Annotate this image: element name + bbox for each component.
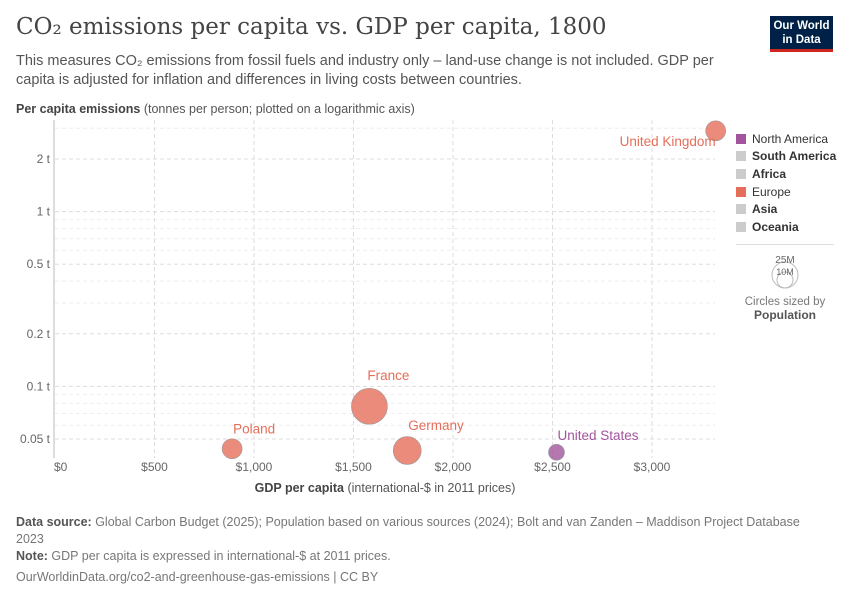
size-legend-small: 10M [776, 267, 794, 277]
y-tick-label: 0.2 t [27, 327, 51, 341]
region-legend: North America South America Africa Europ… [736, 130, 836, 236]
note-text: GDP per capita is expressed in internati… [47, 549, 391, 563]
data-source: Data source: Global Carbon Budget (2025)… [16, 514, 816, 548]
note-label: Note: [16, 549, 48, 563]
data-point-label: United Kingdom [620, 134, 716, 149]
size-legend: 25M 10M Circles sized by Population [736, 244, 834, 322]
data-point [548, 443, 565, 461]
data-point [351, 387, 388, 425]
x-tick-label: $500 [141, 460, 168, 474]
chart-subtitle: This measures CO₂ emissions from fossil … [16, 53, 714, 88]
x-axis-label: GDP per capita (international-$ in 2011 … [0, 481, 770, 495]
legend-label: Oceania [752, 219, 799, 234]
data-point-label: Poland [233, 422, 275, 437]
data-point-label: United States [557, 428, 638, 443]
data-point-label: Germany [408, 418, 464, 433]
legend-item-north-america[interactable]: North America [736, 130, 836, 148]
source-text: Global Carbon Budget (2025); Population … [16, 515, 800, 546]
legend-item-europe[interactable]: Europe [736, 183, 836, 201]
y-tick-label: 0.05 t [20, 432, 51, 446]
x-axis-label-bold: GDP per capita [254, 481, 344, 495]
x-tick-label: $0 [54, 460, 68, 474]
legend-swatch [736, 168, 746, 179]
legend-label: Africa [752, 166, 787, 181]
legend-label: Asia [752, 202, 778, 217]
legend-label: South America [752, 149, 837, 164]
data-point [392, 436, 422, 465]
legend-swatch [736, 186, 746, 197]
y-tick-label: 1 t [37, 205, 51, 219]
chart-title: CO₂ emissions per capita vs. GDP per cap… [16, 14, 607, 40]
legend-item-south-america[interactable]: South America [736, 148, 836, 166]
x-tick-label: $3,000 [634, 460, 671, 474]
x-tick-label: $1,500 [335, 460, 372, 474]
x-tick-label: $2,000 [435, 460, 472, 474]
y-tick-label: 2 t [37, 152, 51, 166]
legend-label: Europe [752, 184, 791, 199]
source-label: Data source: [16, 515, 92, 529]
owid-logo[interactable]: Our World in Data [770, 16, 833, 52]
data-point-label: France [367, 368, 409, 383]
size-legend-big: 25M [775, 255, 794, 266]
x-tick-label: $2,500 [534, 460, 571, 474]
legend-swatch [736, 133, 746, 144]
legend-item-asia[interactable]: Asia [736, 200, 836, 218]
note: Note: GDP per capita is expressed in int… [16, 548, 391, 565]
y-axis-label-bold: Per capita emissions [16, 102, 141, 116]
legend-swatch [736, 151, 746, 162]
size-legend-variable: Population [754, 308, 816, 322]
legend-item-oceania[interactable]: Oceania [736, 218, 836, 236]
y-axis-label-rest: (tonnes per person; plotted on a logarit… [140, 102, 415, 116]
y-tick-label: 0.5 t [27, 257, 51, 271]
x-tick-label: $1,000 [236, 460, 273, 474]
data-point [705, 120, 726, 142]
legend-label: North America [752, 131, 829, 146]
size-legend-circles: 25M 10M [771, 255, 799, 289]
legend-swatch [736, 221, 746, 232]
y-tick-label: 0.1 t [27, 379, 51, 393]
size-legend-caption: Circles sized by [744, 296, 826, 308]
data-point [221, 438, 243, 460]
x-axis-label-rest: (international-$ in 2011 prices) [344, 481, 516, 495]
legend-swatch [736, 204, 746, 215]
source-url[interactable]: OurWorldinData.org/co2-and-greenhouse-ga… [16, 570, 379, 584]
y-axis-label: Per capita emissions (tonnes per person;… [16, 102, 415, 116]
legend-item-africa[interactable]: Africa [736, 165, 836, 183]
